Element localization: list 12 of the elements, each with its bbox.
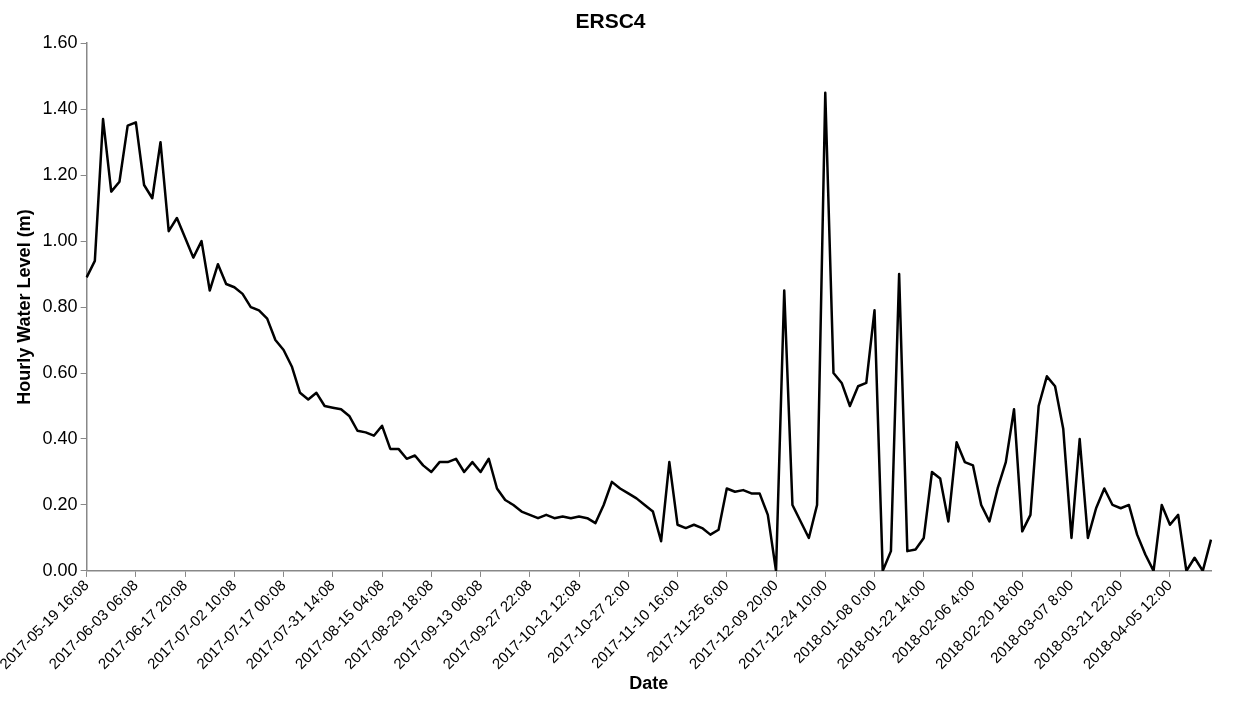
y-tick-label: 1.40 — [42, 98, 78, 119]
y-tick-label: 1.00 — [42, 230, 78, 251]
y-axis-title: Hourly Water Level (m) — [13, 209, 34, 405]
y-tick-label: 0.40 — [42, 427, 78, 448]
y-tick-label: 0.20 — [42, 493, 78, 514]
y-tick-label: 0.60 — [42, 362, 78, 382]
y-tick-label: 1.20 — [42, 164, 78, 185]
y-tick-label: 0.00 — [42, 559, 78, 580]
y-tick-label: 1.60 — [42, 32, 78, 53]
x-axis-title: Date — [629, 673, 669, 694]
y-tick-label: 0.80 — [42, 296, 78, 317]
chart-title: ERSC4 — [575, 9, 646, 33]
